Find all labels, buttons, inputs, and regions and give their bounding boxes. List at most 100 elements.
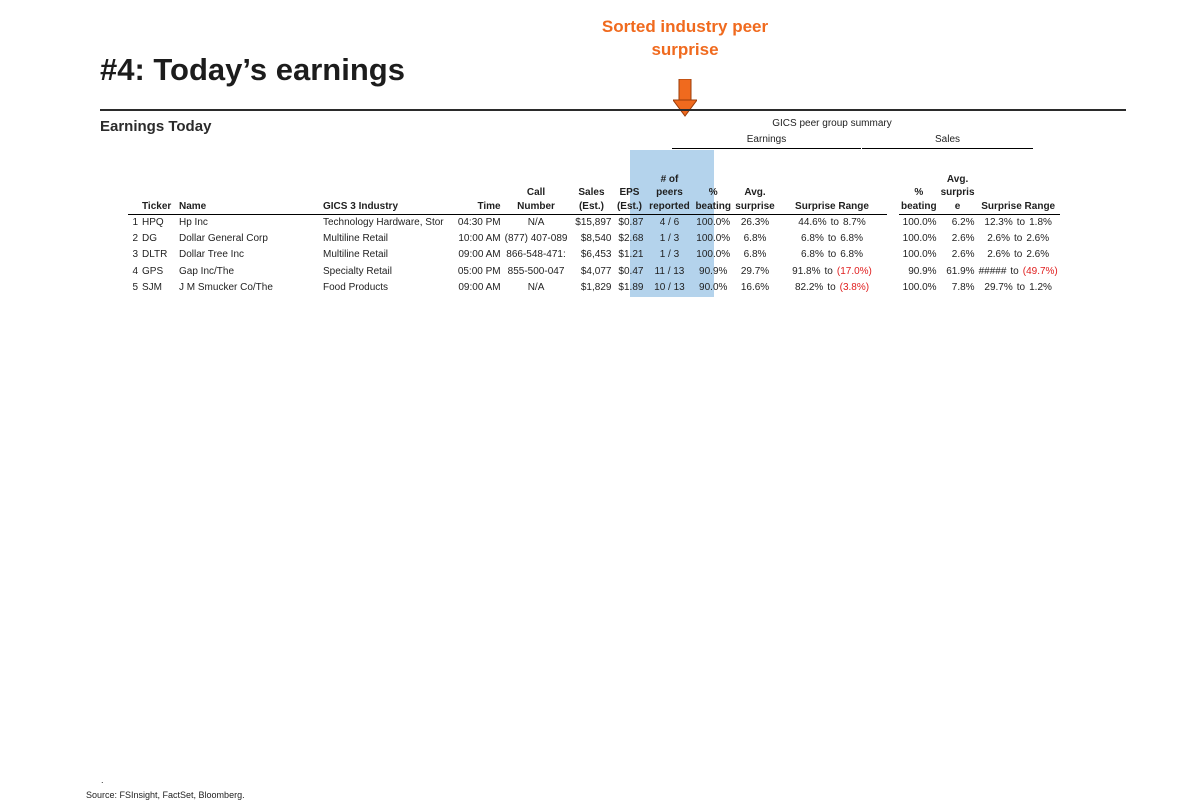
surprise-range-cell: 91.8% to (17.0%) [792,265,872,277]
name-cell: Gap Inc/The [179,265,235,277]
gap-cell [887,231,899,247]
table-row: 1 HPQ Hp Inc Technology Hardware, Stor 04:30… [128,215,1060,232]
call-number-cell: N/A [527,281,545,293]
avg-surprise-cell: 6.8% [743,249,767,261]
eps-est-cell: $0.87 [618,217,644,228]
col-sales: Sales (Est.) [569,168,614,215]
gap-cell [887,280,899,296]
eps-est-cell: $0.47 [618,265,644,277]
row-index: 2 [132,233,138,245]
time-cell: 09:00 AM [458,281,501,293]
surprise-range-cell: 44.6% to 8.7% [798,217,866,228]
pct-beating-cell: 90.9% [699,265,728,277]
sales-surprise-range-cell: 2.6% to 2.6% [987,233,1050,245]
name-cell: J M Smucker Co/The [179,281,273,293]
ticker-cell: GPS [142,265,164,277]
sales-surprise-range-cell: 12.3% to 1.8% [984,217,1052,228]
sales-surprise-range-cell: ##### to (49.7%) [978,265,1058,277]
col-name: Name [177,168,321,215]
peers-reported-cell: 4 / 6 [659,217,680,228]
pct-beating-cell: 90.0% [699,281,728,293]
sales-surprise-range-cell: 2.6% to 2.6% [987,249,1050,261]
sales-pct-beating-cell: 100.0% [902,249,937,261]
sales-group-header: Sales [934,134,960,145]
source-note: Source: FSInsight, FactSet, Bloomberg. [86,790,245,800]
table-row: 3 DLTR Dollar Tree Inc Multiline Retail 09:0… [128,247,1060,263]
surprise-range-cell: 6.8% to 6.8% [801,233,863,245]
eps-est-cell: $2.68 [618,233,644,245]
avg-surprise-cell: 6.8% [743,233,767,245]
peers-reported-cell: 1 / 3 [659,233,680,245]
col-peers: # of peers reported [645,168,694,215]
avg-surprise-cell: 29.7% [740,265,770,277]
pct-beating-cell: 100.0% [696,217,731,228]
row-index: 5 [132,281,138,293]
row-index: 1 [132,217,138,228]
time-cell: 05:00 PM [457,265,501,277]
gap-cell [887,247,899,263]
sales-group-underline [862,148,1033,149]
sales-pct-beating-cell: 100.0% [902,217,937,228]
peers-reported-cell: 10 / 13 [654,281,685,293]
name-cell: Dollar General Corp [179,233,268,245]
table-body: 1 HPQ Hp Inc Technology Hardware, Stor 04:30… [128,215,1060,297]
name-cell: Hp Inc [179,217,208,228]
industry-cell: Multiline Retail [323,249,389,261]
col-pct-beating: % beating [693,168,734,215]
sales-avg-surprise-cell: 6.2% [951,217,975,228]
surprise-range-cell: 82.2% to (3.8%) [794,281,870,293]
table-row: 4 GPS Gap Inc/The Specialty Retail 05:00 PM 8… [128,264,1060,280]
peers-reported-cell: 1 / 3 [659,249,680,261]
surprise-range-cell: 6.8% to 6.8% [801,249,863,261]
sales-est-cell: $6,453 [580,249,612,261]
col-sales-pct-beating: % beating [899,168,939,215]
gap-cell [887,264,899,280]
col-eps: EPS (Est.) [613,168,646,215]
col-avg-surprise: Avg. surprise [733,168,778,215]
sales-pct-beating-cell: 100.0% [902,233,937,245]
col-call: Call Number [502,168,570,215]
table-header-row: Ticker Name GICS 3 Industry Time Call Num… [128,168,1060,215]
time-cell: 04:30 PM [457,217,501,228]
eps-est-cell: $1.89 [618,281,644,293]
industry-cell: Specialty Retail [323,265,392,277]
industry-cell: Multiline Retail [323,233,389,245]
ticker-cell: SJM [142,281,162,293]
sales-est-cell: $8,540 [580,233,612,245]
callout-label: Sorted industry peer surprise [580,15,790,61]
gap-cell [887,215,899,232]
col-time: Time [445,168,503,215]
pct-beating-cell: 100.0% [696,249,731,261]
ticker-cell: HPQ [142,217,164,228]
call-number-cell: 866-548-471: [506,249,566,261]
call-number-cell: 855-500-047 [507,265,565,277]
sales-pct-beating-cell: 100.0% [902,281,937,293]
page-title: #4: Today’s earnings [100,52,405,87]
row-index: 4 [132,265,138,277]
earnings-group-underline [672,148,861,149]
call-number-cell: N/A [527,217,545,228]
table-row: 2 DG Dollar General Corp Multiline Retail 10… [128,231,1060,247]
table-row: 5 SJM J M Smucker Co/The Food Products 09:00… [128,280,1060,296]
sales-est-cell: $1,829 [580,281,612,293]
callout-line-2: surprise [651,40,719,59]
pct-beating-cell: 100.0% [696,233,731,245]
avg-surprise-cell: 16.6% [740,281,770,293]
sales-avg-surprise-cell: 2.6% [951,249,975,261]
col-idx [128,168,140,215]
callout-line-1: Sorted industry peer [601,17,769,36]
row-index: 3 [132,249,138,261]
sales-est-cell: $15,897 [575,217,612,228]
gics-summary-header: GICS peer group summary [772,118,892,129]
col-sales-surprise-range: Surprise Range [976,168,1060,215]
avg-surprise-cell: 26.3% [740,217,770,228]
col-gap [887,168,899,215]
earnings-table: Ticker Name GICS 3 Industry Time Call Num… [128,168,1060,296]
earnings-group-header: Earnings [746,134,787,145]
name-cell: Dollar Tree Inc [179,249,245,261]
ticker-cell: DG [142,233,157,245]
sales-pct-beating-cell: 90.9% [908,265,937,277]
col-sales-avg-surprise: Avg. surpris e [938,168,977,215]
col-industry: GICS 3 Industry [321,168,446,215]
sales-avg-surprise-cell: 61.9% [946,265,975,277]
